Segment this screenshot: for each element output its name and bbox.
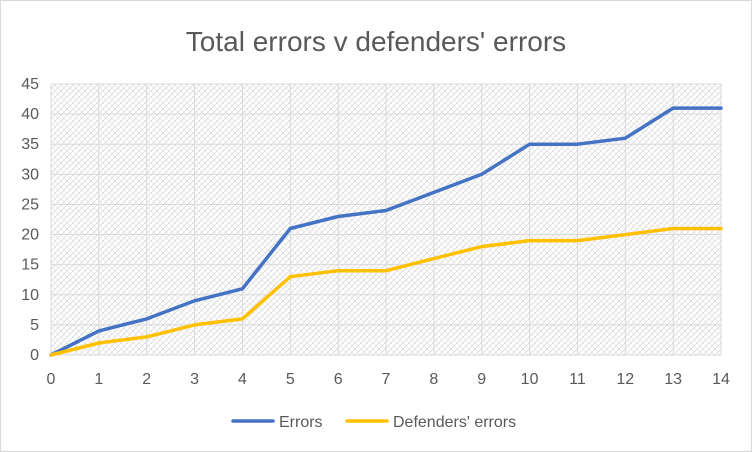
y-tick-label: 0 [30,347,39,364]
x-tick-label: 12 [616,371,634,388]
x-tick-label: 5 [286,371,295,388]
x-tick-label: 0 [47,371,56,388]
chart-title: Total errors v defenders' errors [186,26,566,57]
grid-lines [50,83,722,356]
x-tick-label: 11 [569,371,586,388]
y-tick-label: 35 [21,136,39,153]
y-tick-label: 20 [21,227,39,244]
x-tick-label: 3 [190,371,199,388]
x-tick-label: 9 [477,371,486,388]
series-lines [49,106,723,357]
legend-label: Defenders' errors [393,414,516,431]
x-axis: 0 1 2 3 4 5 6 7 8 9 10 11 12 13 14 [47,371,730,388]
y-tick-label: 25 [21,196,39,213]
y-tick-label: 40 [21,106,39,123]
x-tick-label: 6 [334,371,343,388]
legend-label: Errors [279,414,323,431]
y-tick-label: 45 [21,76,39,93]
x-tick-label: 13 [664,371,682,388]
x-tick-label: 7 [382,371,391,388]
x-tick-label: 2 [142,371,151,388]
x-tick-label: 1 [94,371,103,388]
x-tick-label: 4 [238,371,247,388]
x-tick-label: 8 [429,371,438,388]
y-tick-label: 30 [21,166,39,183]
y-axis: 0 5 10 15 20 25 30 35 40 45 [21,76,39,364]
series-line-defenders-errors [49,226,723,357]
legend: Errors Defenders' errors [231,414,516,431]
y-tick-label: 15 [21,257,39,274]
x-tick-label: 14 [712,371,730,388]
x-tick-label: 10 [521,371,539,388]
y-tick-label: 5 [30,317,39,334]
y-tick-label: 10 [21,287,39,304]
series-line-errors [49,106,723,357]
